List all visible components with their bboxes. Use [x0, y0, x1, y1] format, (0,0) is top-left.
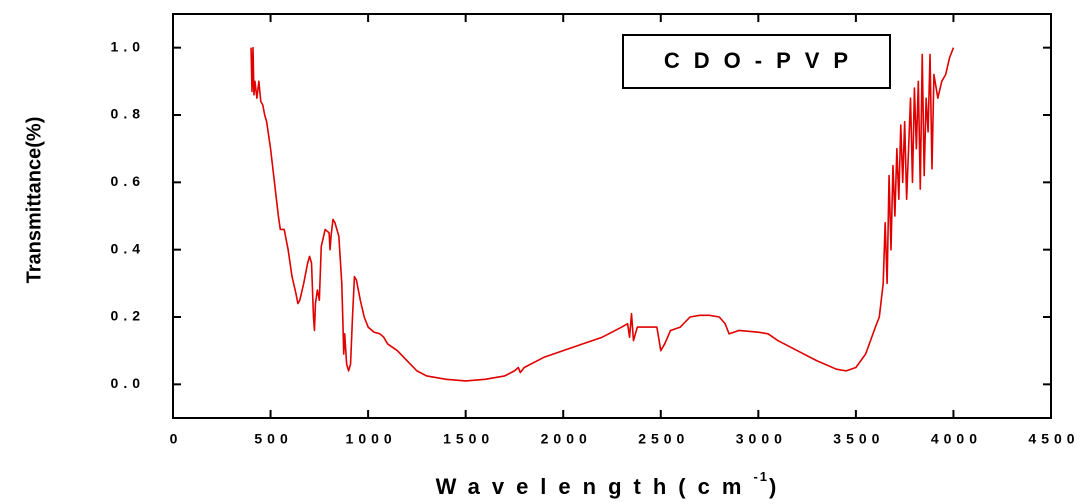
y-tick-label: 0.0 [111, 375, 145, 391]
y-axis-title: Transmittance(%) [23, 117, 45, 284]
y-tick-label: 0.8 [111, 106, 145, 122]
x-tick-label: 0 [170, 431, 183, 447]
x-axis-title-end: ) [769, 474, 788, 499]
legend-label: CDO-PVP [664, 48, 862, 73]
y-tick-label: 0.4 [111, 240, 145, 256]
x-tick-label: 3500 [833, 431, 884, 447]
legend-box [622, 34, 891, 89]
y-tick-label: 1.0 [111, 38, 145, 54]
x-axis-title-sup: -1 [753, 469, 769, 484]
x-axis-title: Wavelength(cm-1) [436, 469, 789, 498]
x-axis-title-main: Wavelength(cm [436, 474, 754, 499]
x-tick-label: 500 [254, 431, 292, 447]
data-line [250, 46, 955, 382]
y-tick-label: 0.2 [111, 308, 145, 324]
x-tick-label: 4000 [931, 431, 982, 447]
x-tick-label: 1000 [346, 431, 397, 447]
x-tick-label: 2500 [638, 431, 689, 447]
y-tick-label: 0.6 [111, 173, 145, 189]
x-tick-label: 2000 [541, 431, 592, 447]
plot-frame [172, 13, 1052, 419]
x-tick-label: 1500 [443, 431, 494, 447]
x-tick-label: 4500 [1028, 431, 1079, 447]
x-tick-label: 3000 [736, 431, 787, 447]
